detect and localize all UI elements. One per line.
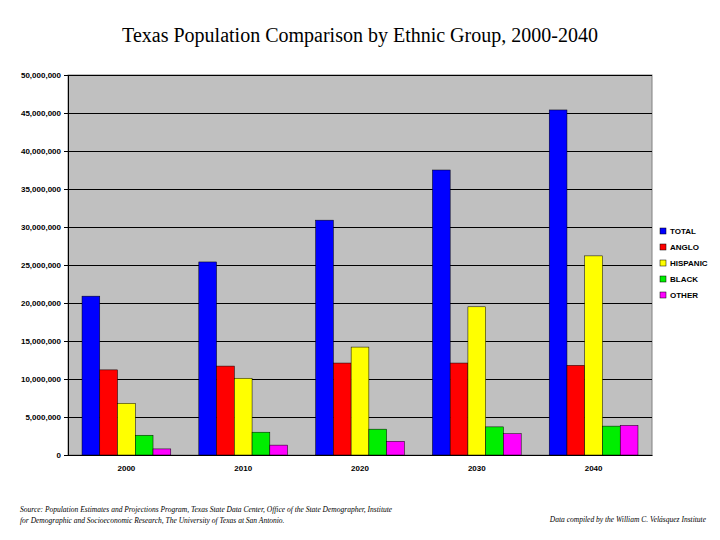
tick-mark bbox=[64, 189, 68, 190]
legend-label: HISPANIC bbox=[670, 259, 708, 268]
bar bbox=[199, 262, 217, 455]
y-tick: 5,000,000 bbox=[25, 413, 68, 422]
x-tick: 2040 bbox=[585, 455, 603, 473]
bar bbox=[153, 449, 171, 455]
bar bbox=[333, 363, 351, 455]
bar bbox=[100, 370, 118, 455]
tick-mark bbox=[64, 151, 68, 152]
x-axis: 2000 2010 2020 2030 2040 bbox=[69, 455, 653, 473]
y-tick: 20,000,000 bbox=[21, 299, 68, 308]
y-tick-label: 5,000,000 bbox=[25, 413, 61, 422]
bar-series bbox=[100, 363, 585, 455]
y-tick-label: 25,000,000 bbox=[21, 261, 62, 270]
x-tick: 2020 bbox=[351, 455, 369, 473]
axis-line bbox=[68, 76, 69, 456]
grid-line bbox=[68, 75, 652, 76]
tick-mark bbox=[64, 303, 68, 304]
bar bbox=[450, 363, 468, 455]
bar-series bbox=[82, 110, 567, 455]
y-tick-label: 40,000,000 bbox=[21, 147, 62, 156]
y-tick: 10,000,000 bbox=[21, 375, 68, 384]
legend-swatch bbox=[660, 228, 666, 234]
tick-mark bbox=[64, 265, 68, 266]
title: Texas Population Comparison by Ethnic Gr… bbox=[122, 24, 598, 47]
bar-series bbox=[135, 426, 620, 455]
tick-mark bbox=[64, 227, 68, 228]
bar bbox=[351, 347, 369, 455]
legend-swatch bbox=[660, 292, 666, 298]
bar bbox=[567, 365, 585, 455]
bar bbox=[602, 426, 620, 455]
bar bbox=[620, 425, 638, 455]
tick-mark bbox=[64, 379, 68, 380]
bar bbox=[432, 170, 450, 455]
y-tick-label: 45,000,000 bbox=[21, 109, 62, 118]
x-tick: 2000 bbox=[118, 455, 136, 473]
x-tick-label: 2020 bbox=[351, 464, 369, 473]
legend-label: ANGLO bbox=[670, 243, 699, 252]
bar-series bbox=[118, 256, 603, 455]
bar bbox=[316, 220, 334, 455]
x-tick-label: 2010 bbox=[234, 464, 252, 473]
bar bbox=[369, 429, 387, 455]
y-tick-label: 50,000,000 bbox=[21, 71, 62, 80]
bar bbox=[486, 427, 504, 455]
x-tick: 2010 bbox=[234, 455, 252, 473]
plot-area bbox=[68, 75, 652, 455]
legend-swatch bbox=[660, 276, 666, 282]
y-tick-label: 10,000,000 bbox=[21, 375, 62, 384]
grid bbox=[68, 75, 652, 455]
y-tick-label: 15,000,000 bbox=[21, 337, 62, 346]
x-tick-label: 2030 bbox=[468, 464, 486, 473]
y-tick: 45,000,000 bbox=[21, 109, 68, 118]
annotation: Data compiled by the William C. Velásque… bbox=[549, 515, 707, 524]
bar bbox=[252, 432, 270, 455]
legend-swatch bbox=[660, 260, 666, 266]
legend-label: OTHER bbox=[670, 291, 698, 300]
y-tick: 0 bbox=[57, 451, 68, 460]
y-tick: 30,000,000 bbox=[21, 223, 68, 232]
tick-mark bbox=[64, 75, 68, 76]
y-axis: 0 5,000,000 10,000,000 15,000,000 20,000,000… bbox=[21, 71, 69, 460]
legend-label: BLACK bbox=[670, 275, 698, 284]
bar bbox=[585, 256, 603, 455]
tick-mark bbox=[64, 455, 68, 456]
bar bbox=[135, 435, 153, 455]
axis-line bbox=[69, 455, 653, 456]
bar bbox=[549, 110, 567, 455]
bar bbox=[503, 434, 521, 455]
bar bbox=[468, 307, 486, 455]
y-tick: 40,000,000 bbox=[21, 147, 68, 156]
annotation: for Demographic and Socioeconomic Resear… bbox=[20, 516, 285, 525]
y-tick: 15,000,000 bbox=[21, 337, 68, 346]
tick-mark bbox=[64, 417, 68, 418]
bar bbox=[118, 403, 136, 455]
y-tick-label: 30,000,000 bbox=[21, 223, 62, 232]
y-tick-label: 0 bbox=[57, 451, 62, 460]
bar bbox=[387, 441, 405, 455]
y-tick: 50,000,000 bbox=[21, 71, 68, 80]
y-tick-label: 20,000,000 bbox=[21, 299, 62, 308]
legend-label: TOTAL bbox=[670, 227, 696, 236]
y-tick: 35,000,000 bbox=[21, 185, 68, 194]
bar bbox=[234, 378, 252, 455]
x-tick-label: 2000 bbox=[118, 464, 136, 473]
bars bbox=[82, 110, 638, 455]
y-tick-label: 35,000,000 bbox=[21, 185, 62, 194]
legend-swatch bbox=[660, 244, 666, 250]
legend: TOTAL ANGLO HISPANIC BLACK OTHER bbox=[660, 227, 708, 300]
bar-series bbox=[153, 425, 638, 455]
tick-mark bbox=[64, 113, 68, 114]
annotation: Source: Population Estimates and Project… bbox=[20, 505, 393, 514]
bar bbox=[270, 445, 288, 455]
y-tick: 25,000,000 bbox=[21, 261, 68, 270]
chart: Texas Population Comparison by Ethnic Gr… bbox=[0, 0, 720, 540]
bar bbox=[217, 366, 235, 455]
x-tick: 2030 bbox=[468, 455, 486, 473]
tick-mark bbox=[64, 341, 68, 342]
x-tick-label: 2040 bbox=[585, 464, 603, 473]
bar bbox=[82, 296, 100, 455]
